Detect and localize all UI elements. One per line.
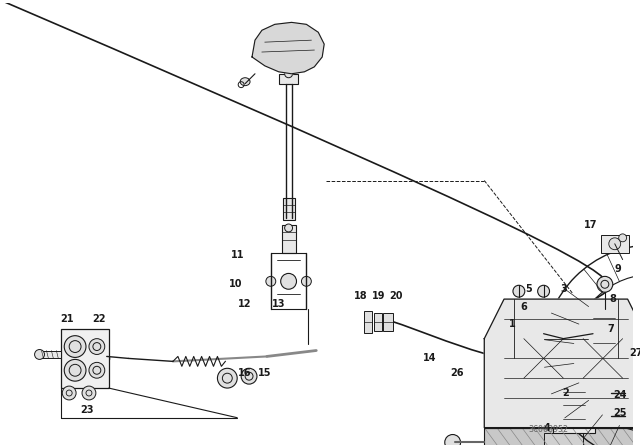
Ellipse shape <box>513 285 525 297</box>
Ellipse shape <box>623 411 632 421</box>
Bar <box>484 427 640 448</box>
Text: 14: 14 <box>423 353 436 363</box>
Text: 6: 6 <box>520 302 527 312</box>
Text: 20: 20 <box>390 291 403 301</box>
Text: 5: 5 <box>525 284 532 294</box>
Bar <box>601 235 628 253</box>
Bar <box>40 350 61 358</box>
Ellipse shape <box>619 234 627 242</box>
Ellipse shape <box>599 387 611 399</box>
Bar <box>283 198 294 220</box>
Ellipse shape <box>623 388 632 398</box>
Bar <box>383 313 394 331</box>
Text: 25: 25 <box>613 408 627 418</box>
Text: 21: 21 <box>60 314 74 324</box>
Ellipse shape <box>266 276 276 286</box>
Text: 9: 9 <box>614 264 621 275</box>
Text: 23: 23 <box>80 405 93 415</box>
Text: 19: 19 <box>372 291 385 301</box>
Bar <box>374 313 381 331</box>
Text: 24: 24 <box>613 390 627 400</box>
Ellipse shape <box>241 368 257 384</box>
Ellipse shape <box>89 339 105 354</box>
Ellipse shape <box>609 238 621 250</box>
Ellipse shape <box>538 285 550 297</box>
Text: 22: 22 <box>92 314 106 324</box>
Text: 8: 8 <box>609 294 616 304</box>
Text: 3: 3 <box>560 284 567 294</box>
Text: 27: 27 <box>628 349 640 358</box>
Ellipse shape <box>89 362 105 378</box>
Text: 3C003952: 3C003952 <box>529 425 568 434</box>
Text: 16: 16 <box>238 368 252 378</box>
Text: 10: 10 <box>228 279 242 289</box>
Ellipse shape <box>445 435 461 448</box>
Text: 11: 11 <box>230 250 244 260</box>
Bar <box>61 329 109 388</box>
Text: 18: 18 <box>354 291 367 301</box>
Ellipse shape <box>281 273 296 289</box>
Ellipse shape <box>285 224 292 232</box>
Bar <box>364 311 372 333</box>
Text: 26: 26 <box>450 368 463 378</box>
Ellipse shape <box>240 78 250 86</box>
Ellipse shape <box>62 386 76 400</box>
Bar <box>593 309 615 327</box>
Ellipse shape <box>218 368 237 388</box>
Ellipse shape <box>597 276 612 292</box>
Text: 2: 2 <box>562 388 569 398</box>
Bar <box>554 378 595 432</box>
Text: 4: 4 <box>543 422 550 433</box>
Ellipse shape <box>301 276 311 286</box>
Ellipse shape <box>98 353 109 364</box>
Text: 15: 15 <box>258 368 271 378</box>
Bar <box>593 334 615 352</box>
Polygon shape <box>484 299 640 427</box>
Ellipse shape <box>285 70 292 78</box>
Text: 1: 1 <box>509 319 515 329</box>
Ellipse shape <box>64 336 86 358</box>
Ellipse shape <box>35 349 44 359</box>
Ellipse shape <box>64 359 86 381</box>
Text: 12: 12 <box>238 299 252 309</box>
Bar <box>543 432 583 448</box>
Polygon shape <box>252 22 324 74</box>
Bar <box>282 225 296 253</box>
Text: 17: 17 <box>584 220 598 230</box>
Ellipse shape <box>82 386 96 400</box>
Text: 13: 13 <box>272 299 285 309</box>
Ellipse shape <box>599 410 611 422</box>
Bar <box>278 74 298 84</box>
Text: 7: 7 <box>607 324 614 334</box>
